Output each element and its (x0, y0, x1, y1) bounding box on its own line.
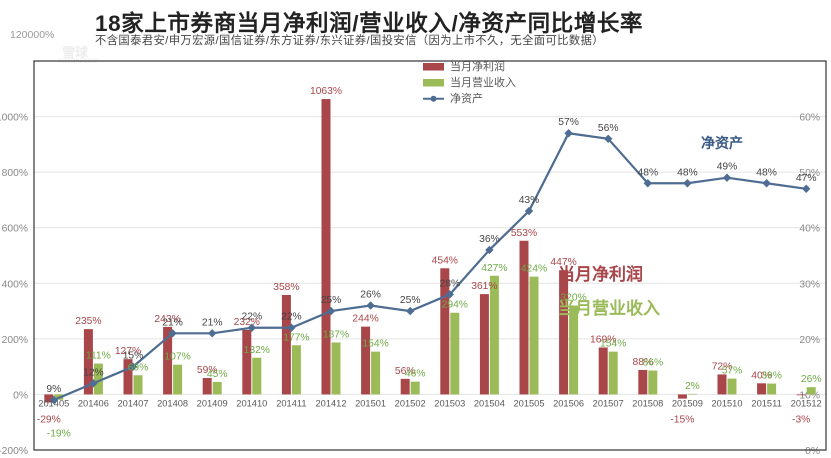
svg-text:154%: 154% (600, 339, 626, 350)
svg-text:294%: 294% (442, 300, 468, 311)
svg-text:454%: 454% (432, 255, 458, 266)
svg-text:201508: 201508 (632, 398, 663, 408)
svg-text:56%: 56% (598, 123, 619, 134)
svg-text:201502: 201502 (395, 398, 426, 408)
svg-text:15%: 15% (123, 351, 144, 362)
svg-text:201506: 201506 (553, 398, 584, 408)
svg-text:107%: 107% (164, 352, 190, 363)
svg-text:22%: 22% (281, 312, 302, 323)
svg-text:235%: 235% (75, 316, 101, 327)
svg-text:427%: 427% (481, 263, 507, 274)
svg-text:25%: 25% (400, 295, 421, 306)
svg-text:2%: 2% (685, 381, 700, 392)
svg-text:60%: 60% (799, 113, 820, 124)
svg-text:201512: 201512 (791, 398, 822, 408)
svg-text:361%: 361% (471, 281, 497, 292)
svg-text:57%: 57% (558, 117, 579, 128)
svg-text:-15%: -15% (670, 414, 694, 425)
svg-text:201412: 201412 (315, 398, 346, 408)
svg-text:1063%: 1063% (310, 86, 342, 97)
svg-text:69%: 69% (128, 362, 149, 373)
svg-text:1000%: 1000% (0, 113, 28, 124)
svg-text:45%: 45% (207, 369, 228, 380)
svg-text:46%: 46% (405, 369, 426, 380)
svg-text:86%: 86% (642, 358, 663, 369)
svg-text:-200%: -200% (0, 446, 28, 457)
svg-text:25%: 25% (321, 295, 342, 306)
svg-text:201510: 201510 (711, 398, 742, 408)
svg-text:当月营业收入: 当月营业收入 (558, 298, 660, 318)
svg-text:200%: 200% (2, 335, 28, 346)
svg-text:净资产: 净资产 (701, 135, 743, 151)
svg-text:201501: 201501 (355, 398, 386, 408)
svg-text:57%: 57% (722, 366, 743, 377)
svg-text:26%: 26% (801, 374, 822, 385)
svg-text:244%: 244% (352, 314, 378, 325)
svg-text:201505: 201505 (513, 398, 544, 408)
svg-text:40%: 40% (799, 224, 820, 235)
svg-text:12%: 12% (83, 367, 104, 378)
svg-text:当月净利润: 当月净利润 (558, 264, 643, 284)
svg-text:201409: 201409 (197, 398, 228, 408)
svg-text:201504: 201504 (474, 398, 505, 408)
svg-text:26%: 26% (360, 290, 381, 301)
svg-text:36%: 36% (479, 234, 500, 245)
svg-text:201410: 201410 (236, 398, 267, 408)
svg-text:201406: 201406 (78, 398, 109, 408)
svg-text:201405: 201405 (38, 398, 69, 408)
svg-text:111%: 111% (86, 351, 111, 362)
svg-text:22%: 22% (241, 312, 262, 323)
svg-text:201407: 201407 (117, 398, 148, 408)
svg-text:30%: 30% (799, 279, 820, 290)
svg-text:177%: 177% (283, 332, 309, 343)
svg-text:9%: 9% (46, 384, 61, 395)
svg-text:201509: 201509 (672, 398, 703, 408)
svg-text:43%: 43% (519, 195, 540, 206)
svg-text:净资产: 净资产 (450, 91, 483, 105)
svg-text:-19%: -19% (47, 428, 71, 439)
svg-text:132%: 132% (244, 345, 270, 356)
svg-text:358%: 358% (273, 282, 299, 293)
svg-text:201503: 201503 (434, 398, 465, 408)
svg-text:当月净利润: 当月净利润 (450, 59, 505, 73)
svg-text:47%: 47% (796, 173, 817, 184)
svg-text:21%: 21% (202, 317, 223, 328)
svg-text:600%: 600% (2, 224, 28, 235)
svg-text:0%: 0% (805, 446, 820, 457)
svg-text:400%: 400% (2, 279, 28, 290)
svg-text:20%: 20% (799, 335, 820, 346)
svg-text:201408: 201408 (157, 398, 188, 408)
svg-text:39%: 39% (761, 371, 782, 382)
svg-text:-29%: -29% (37, 414, 61, 425)
svg-text:201411: 201411 (276, 398, 306, 408)
svg-text:48%: 48% (677, 167, 698, 178)
svg-text:-3%: -3% (792, 414, 810, 425)
svg-text:0%: 0% (13, 390, 28, 401)
svg-text:553%: 553% (511, 228, 537, 239)
svg-text:21%: 21% (162, 317, 183, 328)
svg-text:28%: 28% (439, 278, 460, 289)
svg-text:800%: 800% (2, 168, 28, 179)
svg-text:424%: 424% (521, 264, 547, 275)
svg-text:201507: 201507 (593, 398, 624, 408)
svg-text:当月营业收入: 当月营业收入 (450, 75, 516, 89)
svg-text:201511: 201511 (751, 398, 781, 408)
svg-text:49%: 49% (717, 162, 738, 173)
svg-text:48%: 48% (756, 167, 777, 178)
svg-text:48%: 48% (637, 167, 658, 178)
svg-text:187%: 187% (323, 329, 349, 340)
svg-text:154%: 154% (362, 339, 388, 350)
